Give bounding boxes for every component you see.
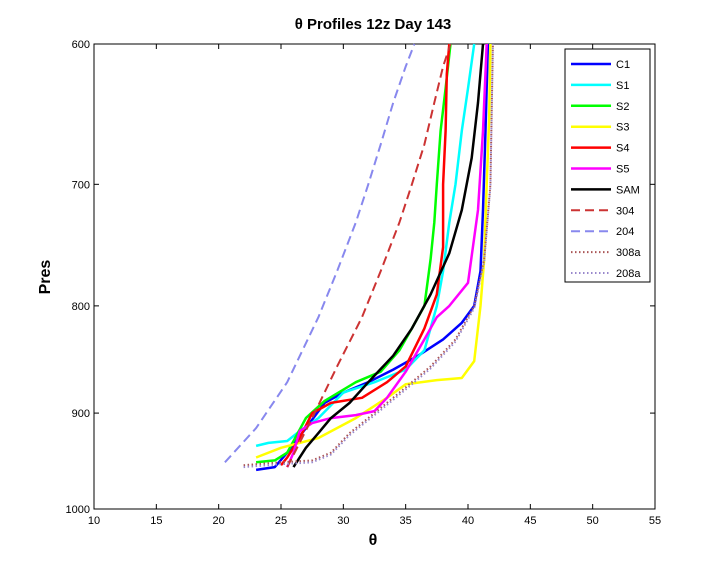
legend-label-s1: S1 — [616, 80, 629, 92]
legend-label-s5: S5 — [616, 164, 629, 176]
x-tick-label: 50 — [587, 515, 599, 527]
series-line-s5 — [286, 43, 488, 468]
x-tick-label: 55 — [649, 515, 661, 527]
series-line-sam — [292, 43, 485, 468]
x-tick-label: 10 — [88, 515, 100, 527]
x-tick-label: 20 — [213, 515, 225, 527]
series-line-204 — [224, 43, 416, 463]
legend-label-c1: C1 — [616, 59, 630, 71]
legend: C1 S1 S2 S3 S4 S5 SAM 304 204 308a 208a — [564, 48, 651, 283]
y-tick-label: 700 — [72, 179, 90, 191]
legend-label-s2: S2 — [616, 101, 629, 113]
x-axis-label: θ — [369, 532, 378, 549]
legend-label-304: 304 — [616, 205, 634, 217]
x-tick-label: 45 — [524, 515, 536, 527]
x-tick-label: 35 — [400, 515, 412, 527]
plot-area — [93, 43, 656, 510]
legend-label-208a: 208a — [616, 268, 641, 280]
y-axis-ticks: 600 700 800 900 1000 — [66, 39, 655, 516]
series-layer — [224, 43, 494, 472]
x-tick-label: 30 — [337, 515, 349, 527]
x-tick-label: 40 — [462, 515, 474, 527]
y-tick-label: 600 — [72, 39, 90, 51]
legend-box — [564, 48, 651, 283]
series-line-304 — [286, 43, 452, 468]
legend-label-308a: 308a — [616, 247, 641, 259]
series-line-s1 — [255, 43, 476, 448]
legend-label-204: 204 — [616, 226, 634, 238]
legend-label-s3: S3 — [616, 122, 629, 134]
y-tick-label: 1000 — [66, 504, 90, 516]
x-axis-ticks: 10 15 20 25 30 35 40 45 50 55 — [88, 44, 661, 527]
series-line-308a — [243, 43, 494, 467]
y-tick-label: 800 — [72, 301, 90, 313]
legend-label-sam: SAM — [616, 184, 640, 196]
x-tick-label: 15 — [150, 515, 162, 527]
y-tick-label: 900 — [72, 408, 90, 420]
series-line-208a — [243, 43, 494, 469]
legend-label-s4: S4 — [616, 143, 629, 155]
series-line-s3 — [255, 43, 492, 459]
x-tick-label: 25 — [275, 515, 287, 527]
chart-title: θ Profiles 12z Day 143 — [295, 16, 452, 33]
y-axis-label: Pres — [37, 260, 54, 295]
